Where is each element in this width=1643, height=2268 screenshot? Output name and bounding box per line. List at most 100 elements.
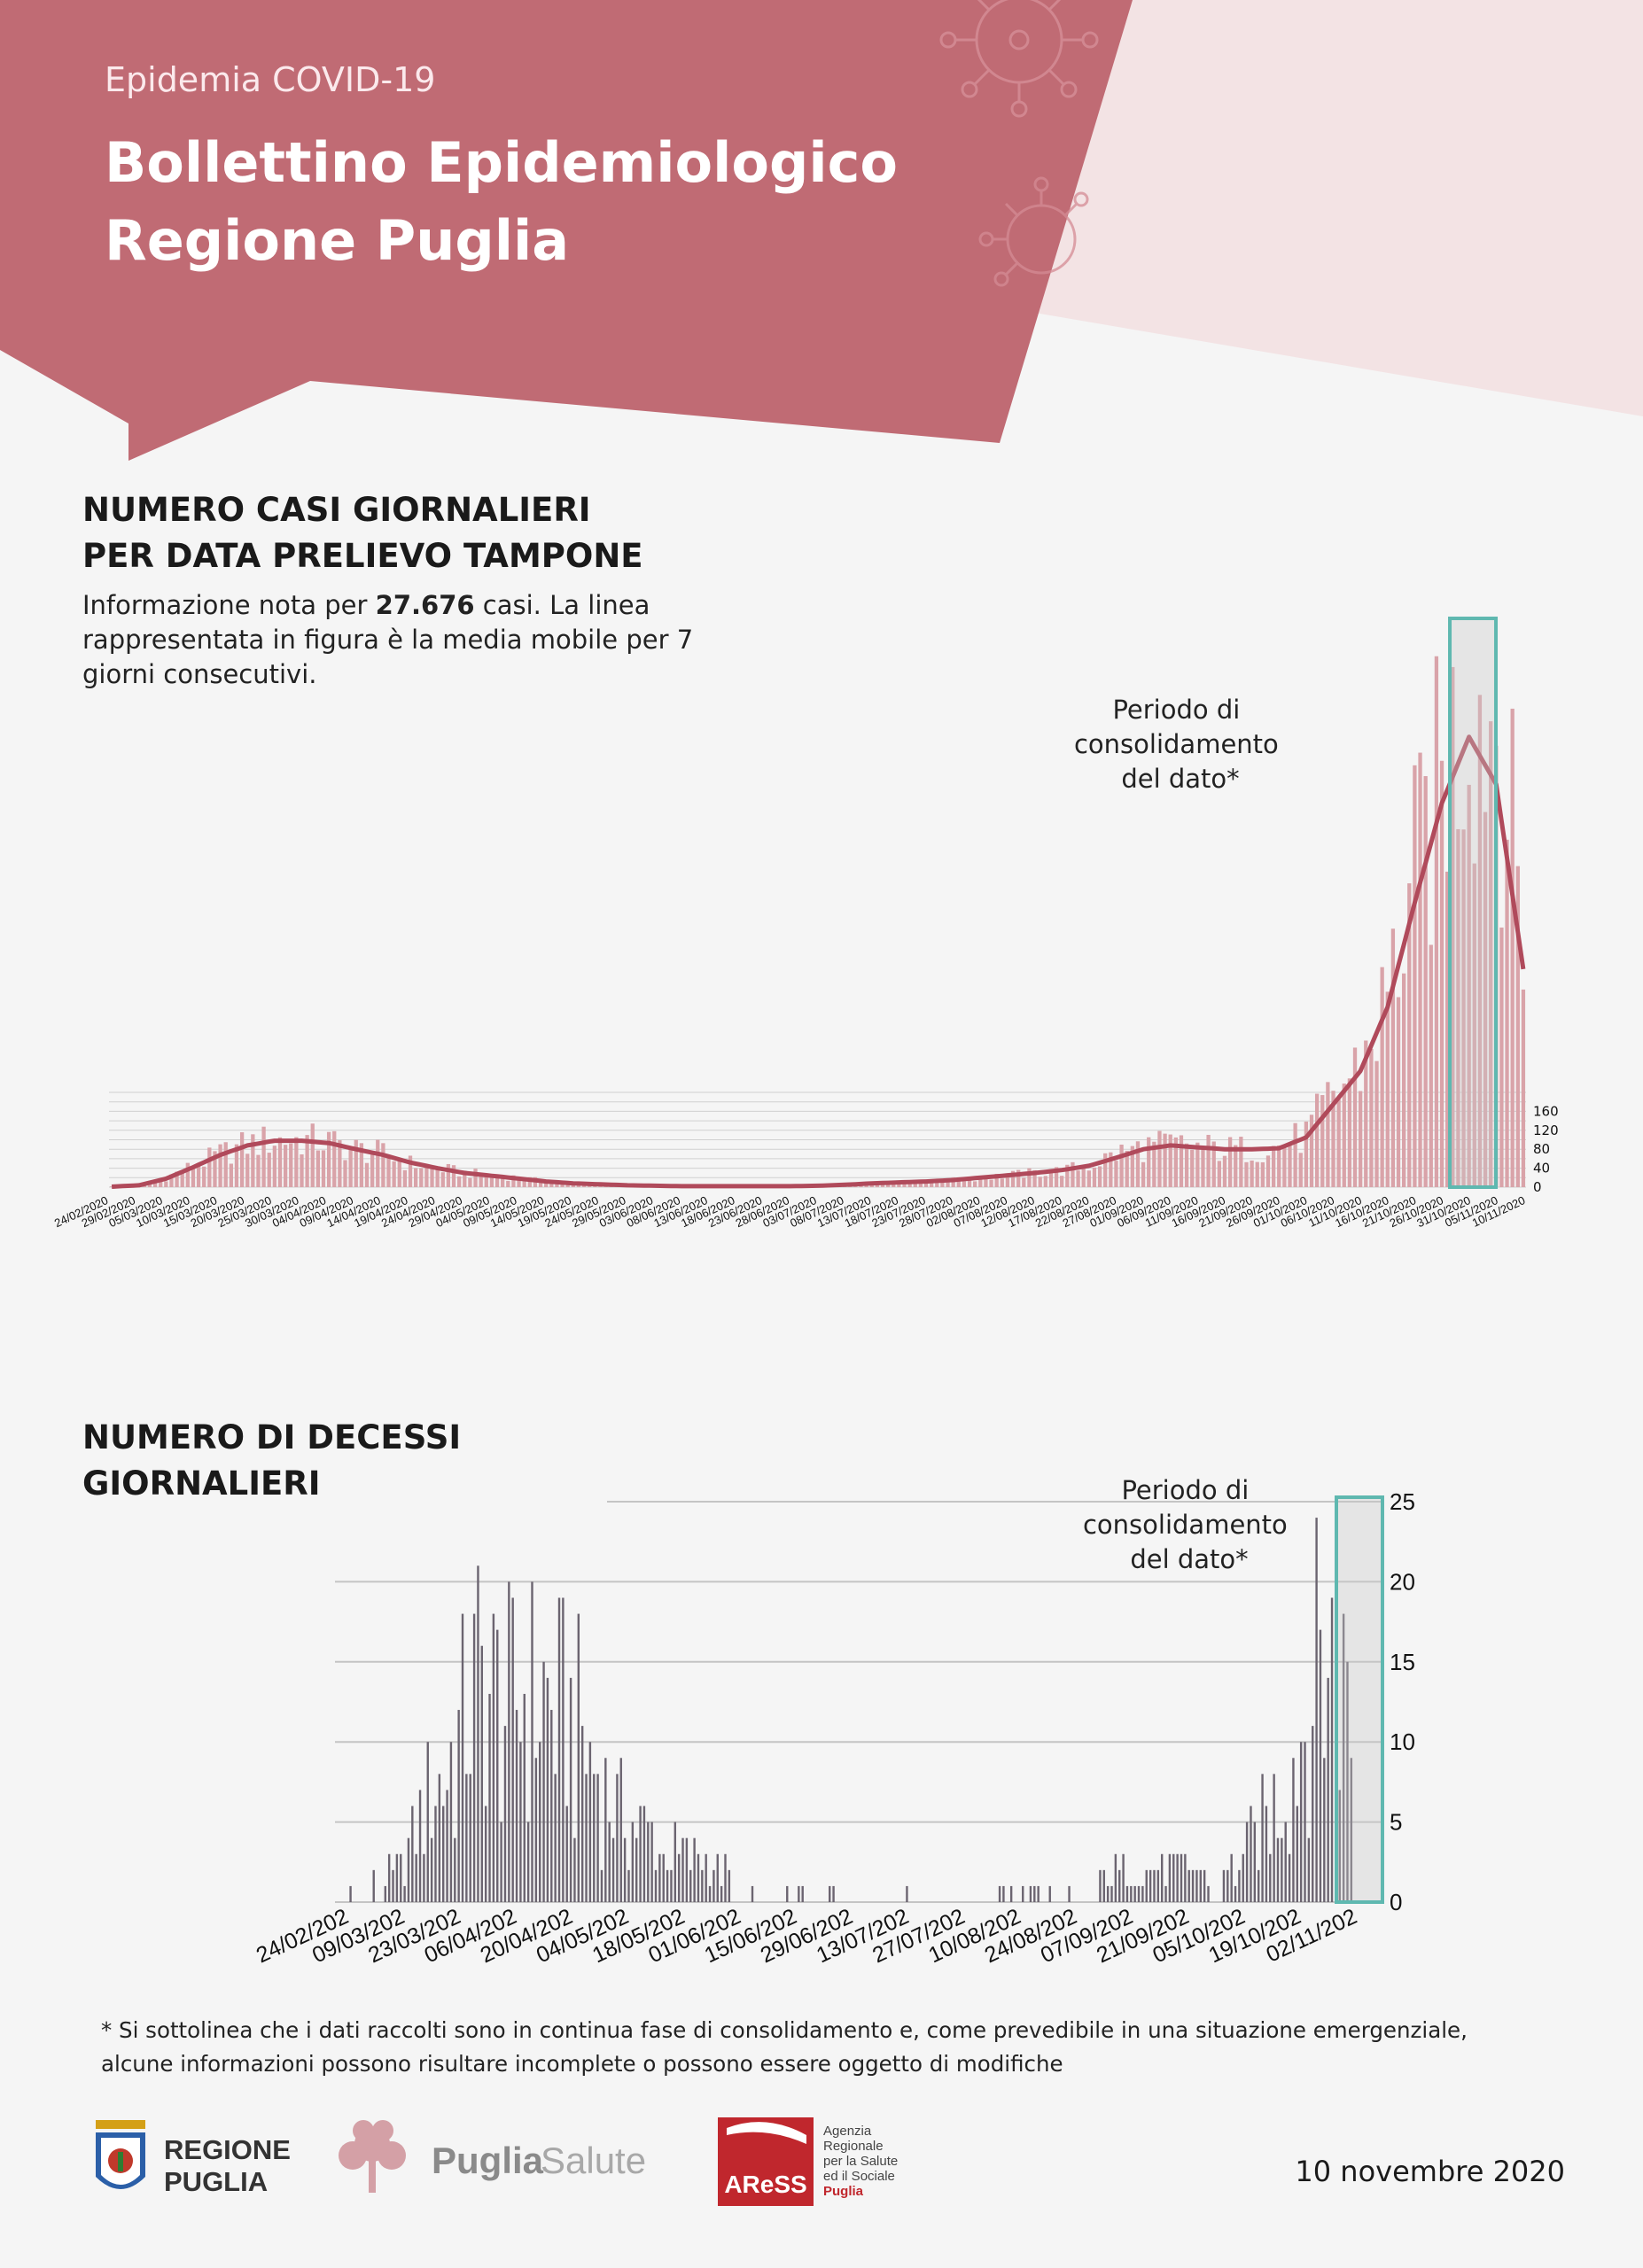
cases-annotation-line3: del dato* — [1121, 764, 1239, 794]
cases-bar — [1244, 1161, 1249, 1187]
cases-bar — [1010, 1170, 1016, 1187]
deaths-bar — [1288, 1853, 1291, 1902]
cases-bar — [1000, 1178, 1004, 1187]
cases-bar — [354, 1139, 358, 1187]
aress-line3: per la Salute — [823, 2154, 898, 2169]
cases-bar — [1157, 1130, 1162, 1187]
deaths-title: NUMERO DI DECESSI GIORNALIERI — [82, 1415, 461, 1507]
aress-line4: ed il Sociale — [823, 2169, 895, 2184]
cases-bar — [1282, 1147, 1287, 1187]
cases-bar — [907, 1182, 912, 1187]
cases-bar — [923, 1182, 929, 1187]
cases-bar — [1385, 991, 1390, 1187]
deaths-bar — [658, 1853, 661, 1902]
deaths-bar — [480, 1645, 484, 1902]
deaths-bar — [1114, 1853, 1117, 1902]
deaths-ytick-label: 0 — [1390, 1889, 1402, 1915]
deaths-bar — [1022, 1885, 1024, 1902]
cases-bar — [446, 1163, 451, 1187]
deaths-bar — [705, 1853, 707, 1902]
cases-bar — [494, 1176, 500, 1187]
cases-bar — [1152, 1141, 1156, 1187]
header-main-shape — [0, 0, 1133, 461]
deaths-bar — [1323, 1758, 1326, 1902]
cases-bar — [984, 1177, 988, 1187]
deaths-bar — [1145, 1869, 1148, 1902]
cases-consolidation-box — [1448, 617, 1499, 1189]
cases-bar — [1097, 1166, 1102, 1187]
deaths-bar — [1195, 1869, 1198, 1902]
cases-bar — [223, 1142, 228, 1187]
cases-bar — [457, 1176, 462, 1187]
cases-bar — [1114, 1161, 1118, 1187]
deaths-bar — [1130, 1885, 1133, 1902]
deaths-bar — [438, 1774, 441, 1902]
deaths-ytick-label: 25 — [1390, 1488, 1415, 1515]
deaths-bar — [1261, 1774, 1264, 1902]
cases-bar — [1331, 1091, 1335, 1187]
deaths-bar — [557, 1597, 561, 1902]
deaths-bar — [496, 1629, 499, 1902]
deaths-bar — [635, 1837, 638, 1902]
cases-bar — [283, 1145, 288, 1187]
cases-bar — [918, 1183, 923, 1187]
deaths-bar — [1226, 1869, 1229, 1902]
deaths-bar — [712, 1869, 715, 1902]
cases-bar — [1211, 1141, 1216, 1187]
deaths-bar — [1153, 1869, 1156, 1902]
cases-bar — [435, 1168, 440, 1187]
deaths-bar — [642, 1806, 646, 1902]
deaths-bar — [423, 1853, 425, 1902]
cases-bar — [261, 1126, 266, 1187]
cases-bar — [1298, 1153, 1303, 1187]
cases-bar — [169, 1174, 174, 1187]
deaths-bar — [472, 1613, 476, 1902]
deaths-bar — [1156, 1869, 1160, 1902]
deaths-bar — [1284, 1821, 1287, 1902]
cases-bar — [175, 1171, 179, 1187]
cases-bar — [1060, 1176, 1064, 1187]
deaths-consolidation-box — [1335, 1495, 1384, 1904]
tree-icon — [339, 2120, 406, 2193]
cases-bar — [1304, 1122, 1309, 1187]
cases-bar — [1429, 944, 1433, 1187]
deaths-bar — [1187, 1869, 1190, 1902]
cases-bar — [978, 1177, 983, 1187]
cases-bar — [1347, 1078, 1352, 1187]
cases-bar — [962, 1181, 967, 1187]
cases-bar — [880, 1184, 885, 1187]
cases-bar — [1081, 1167, 1086, 1187]
deaths-bar — [906, 1885, 908, 1902]
cases-bar — [338, 1140, 342, 1187]
deaths-bar — [1118, 1869, 1121, 1902]
cases-bar — [1005, 1175, 1010, 1187]
deaths-bar — [666, 1869, 669, 1902]
cases-bar — [555, 1182, 559, 1187]
header-title-line1: Bollettino Epidemiologico — [105, 130, 898, 195]
deaths-bar — [1207, 1885, 1210, 1902]
cases-bar — [511, 1175, 516, 1187]
deaths-bar — [604, 1758, 607, 1902]
footnote: * Si sottolinea che i dati raccolti sono… — [101, 2017, 1468, 2077]
cases-bar — [109, 1186, 114, 1187]
deaths-bar — [1265, 1806, 1268, 1902]
regione-puglia-logo: REGIONE PUGLIA — [96, 2120, 291, 2197]
cases-bar — [321, 1150, 326, 1187]
deaths-bar — [1238, 1869, 1241, 1902]
cases-bar — [185, 1162, 190, 1187]
cases-bar — [1217, 1161, 1222, 1187]
deaths-bar — [349, 1885, 352, 1902]
deaths-annotation: Periodo di consolidamento del dato* — [1083, 1475, 1296, 1574]
cases-bar — [1390, 928, 1396, 1187]
cases-bar — [1135, 1141, 1141, 1187]
cases-bar — [1521, 989, 1526, 1187]
cases-bar — [967, 1178, 972, 1187]
deaths-bar — [681, 1837, 684, 1902]
cases-bar — [413, 1168, 418, 1187]
deaths-bar — [1160, 1853, 1164, 1902]
deaths-bar — [1330, 1597, 1334, 1902]
cases-bar — [305, 1135, 309, 1187]
deaths-bar — [693, 1837, 696, 1902]
deaths-bar — [1168, 1853, 1172, 1902]
